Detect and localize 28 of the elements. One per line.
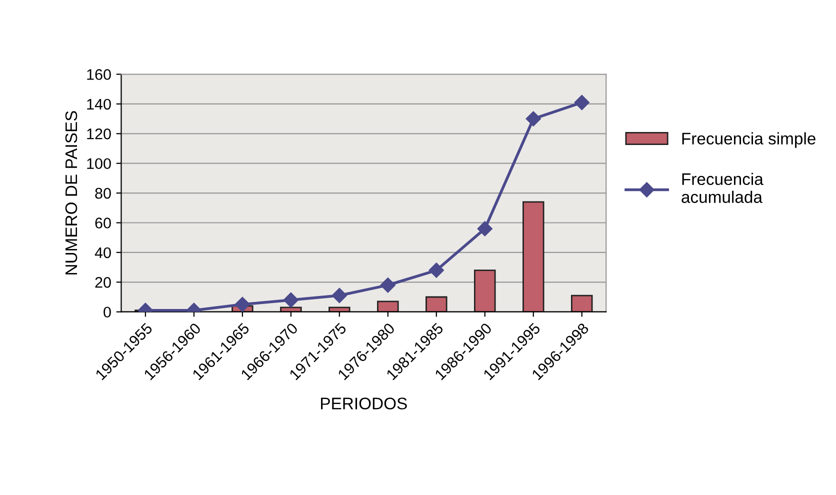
x-axis-title: PERIODOS bbox=[321, 398, 407, 410]
bar bbox=[522, 201, 544, 312]
y-tick-label: 160 bbox=[87, 69, 111, 80]
point bbox=[283, 292, 298, 308]
y-tick-label: 40 bbox=[94, 247, 111, 258]
point bbox=[234, 296, 250, 312]
bar bbox=[474, 270, 496, 312]
y-tick-label: 120 bbox=[87, 128, 111, 140]
y-tick-label: 100 bbox=[87, 158, 111, 170]
y-tick-label: 80 bbox=[95, 188, 111, 199]
y-tick-label: 0 bbox=[104, 306, 111, 318]
point bbox=[526, 111, 541, 126]
bar bbox=[426, 296, 448, 312]
point bbox=[477, 221, 492, 236]
point bbox=[380, 278, 396, 293]
y-tick-label: 140 bbox=[87, 98, 111, 110]
point bbox=[574, 94, 590, 110]
bar bbox=[570, 294, 593, 312]
legend-label: Frecuencia simple bbox=[682, 132, 816, 148]
legend-label: Frecuencia acumulada bbox=[682, 172, 764, 204]
bar bbox=[280, 306, 302, 312]
point bbox=[428, 262, 444, 278]
y-tick-label: 60 bbox=[95, 218, 111, 228]
bar bbox=[328, 306, 350, 312]
y-axis-title: NUMERO DE PAISES bbox=[65, 111, 78, 274]
point bbox=[332, 288, 347, 304]
bar bbox=[377, 300, 399, 312]
y-tick-label: 20 bbox=[95, 277, 111, 288]
